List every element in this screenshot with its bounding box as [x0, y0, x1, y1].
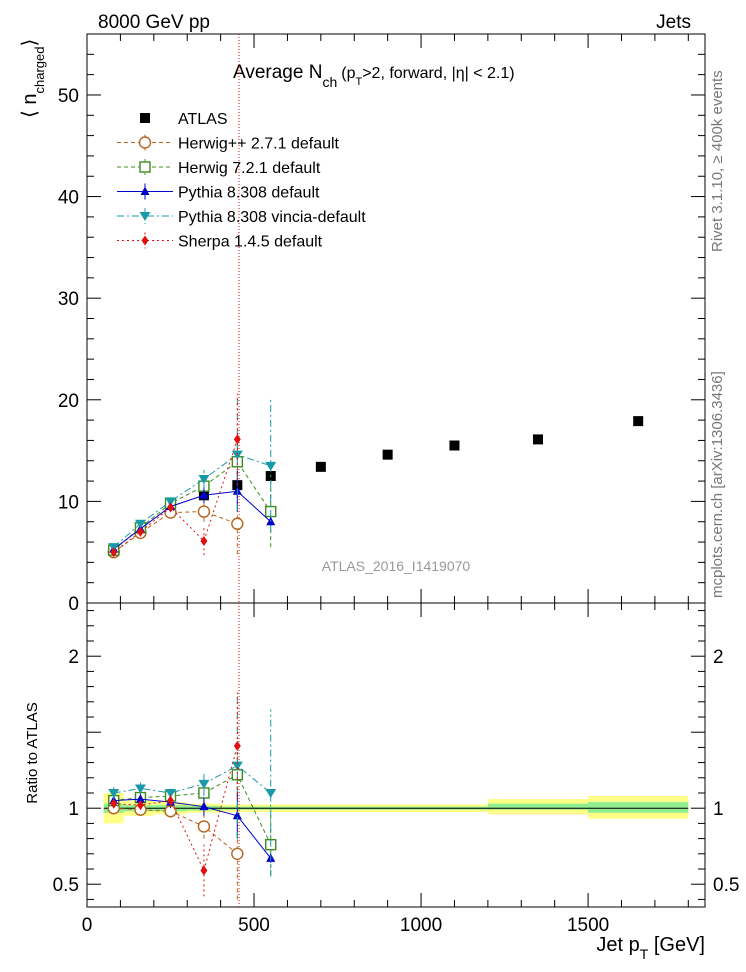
- x-tick-label: 1000: [400, 915, 442, 936]
- ratio-ylabel: Ratio to ATLAS: [24, 702, 41, 803]
- legend-marker: [139, 212, 151, 221]
- rivet-label: Rivet 3.1.10, ≥ 400k events: [709, 70, 726, 252]
- svg-text:⟨ ncharged⟩: ⟨ ncharged⟩: [19, 39, 47, 118]
- y-tick-label: 40: [58, 188, 79, 209]
- series-herwig-2-7-1-default: [107, 802, 244, 900]
- y-tick-label: 2: [68, 647, 79, 668]
- data-point: [135, 794, 145, 803]
- uncertainty-band-inner: [588, 802, 689, 813]
- legend: ATLAS Herwig++ 2.7.1 default Herwig 7.2.1 …: [117, 111, 366, 251]
- x-tick-label: 500: [238, 915, 270, 936]
- series-atlas: [108, 416, 644, 557]
- legend-label: Pythia 8.308 default: [178, 185, 320, 202]
- data-point: [165, 789, 177, 798]
- data-point: [199, 490, 209, 499]
- legend-label: Sherpa 1.4.5 default: [178, 234, 323, 251]
- data-point: [165, 497, 177, 507]
- header-left: 8000 GeV pp: [98, 12, 210, 33]
- data-point: [199, 801, 209, 811]
- data-point: [200, 865, 208, 876]
- data-point: [633, 416, 644, 427]
- legend-marker: [141, 235, 149, 246]
- ratio-frame: [86, 602, 706, 908]
- y-tick-label: 20: [58, 391, 79, 412]
- legend-entry: Herwig++ 2.7.1 default: [117, 134, 340, 153]
- y-tick-label-right: 2: [713, 647, 724, 668]
- data-point: [232, 810, 242, 820]
- legend-label: Herwig++ 2.7.1 default: [178, 136, 340, 153]
- y-tick-label: 10: [58, 492, 79, 513]
- data-point: [110, 547, 118, 558]
- data-point: [200, 536, 208, 547]
- series-line: [113, 439, 238, 553]
- data-point: [134, 519, 146, 529]
- series-pythia-8-308-vincia-default: [108, 398, 277, 553]
- series-pythia-8-308-vincia-default: [108, 692, 277, 877]
- legend-entry: Herwig 7.2.1 default: [117, 159, 321, 177]
- x-axis-label: Jet pT [GeV]: [596, 934, 705, 962]
- legend-marker: [140, 186, 150, 195]
- series-sherpa-1-4-5-default: [110, 692, 241, 897]
- series-sherpa-1-4-5-default: [110, 393, 241, 558]
- main-ylabel: ⟨ ncharged⟩: [19, 39, 47, 118]
- series-line: [113, 798, 272, 859]
- legend-marker: [139, 161, 151, 173]
- legend-label: Herwig 7.2.1 default: [178, 160, 321, 177]
- data-point: [233, 740, 241, 751]
- series-line: [113, 765, 272, 794]
- y-tick-label: 0: [68, 594, 79, 615]
- mcplots-label: mcplots.cern.ch [arXiv:1306.3436]: [709, 371, 726, 598]
- data-point: [134, 784, 146, 794]
- data-point: [167, 795, 175, 806]
- y-tick-label: 1: [68, 799, 79, 820]
- data-point: [265, 789, 277, 798]
- data-point: [197, 505, 211, 518]
- legend-label: ATLAS: [178, 111, 228, 128]
- y-tick-label: 30: [58, 289, 79, 310]
- data-point: [315, 461, 326, 472]
- ratio-panel: 0.5 0.5 1 1 2 2 0 500 1000 1500: [53, 602, 739, 936]
- x-tick-label: 1500: [567, 915, 609, 936]
- series-line: [113, 511, 238, 553]
- data-point: [449, 440, 460, 451]
- series-line: [113, 490, 272, 550]
- data-point: [382, 449, 393, 460]
- uncertainty-band-inner: [487, 803, 589, 810]
- legend-entry: Sherpa 1.4.5 default: [117, 232, 323, 251]
- analysis-watermark: ATLAS_2016_I1419070: [322, 558, 471, 574]
- data-point: [197, 820, 211, 833]
- x-tick-label: 0: [82, 915, 93, 936]
- data-point: [231, 761, 243, 771]
- data-point: [231, 517, 244, 530]
- y-tick-label: 0.5: [53, 875, 79, 896]
- legend-marker: [140, 113, 150, 123]
- data-point: [110, 798, 118, 809]
- y-tick-label-right: 0.5: [713, 875, 739, 896]
- plot-title: Average Nch (pT>2, forward, |η| < 2.1): [233, 62, 515, 90]
- series-pythia-8-308-default: [109, 470, 276, 553]
- data-point: [198, 779, 210, 789]
- main-panel: 0 10 20 30 40 50: [58, 33, 706, 615]
- header-right: Jets: [656, 12, 691, 33]
- data-point: [265, 461, 277, 471]
- data-point: [233, 434, 241, 445]
- legend-entry: Pythia 8.308 vincia-default: [117, 208, 366, 226]
- data-point: [108, 789, 120, 798]
- legend-label: Pythia 8.308 vincia-default: [178, 209, 366, 226]
- data-point: [532, 434, 543, 445]
- data-point: [167, 502, 175, 513]
- data-point: [198, 475, 210, 485]
- y-tick-label: 50: [58, 86, 79, 107]
- data-point: [231, 847, 244, 860]
- data-point: [136, 526, 144, 537]
- legend-marker: [138, 136, 152, 149]
- data-point: [231, 450, 243, 460]
- legend-entry: Pythia 8.308 default: [117, 183, 320, 202]
- series-line: [113, 454, 271, 548]
- y-tick-label-right: 1: [713, 799, 724, 820]
- data-point: [136, 800, 144, 811]
- legend-entry: ATLAS: [140, 111, 228, 128]
